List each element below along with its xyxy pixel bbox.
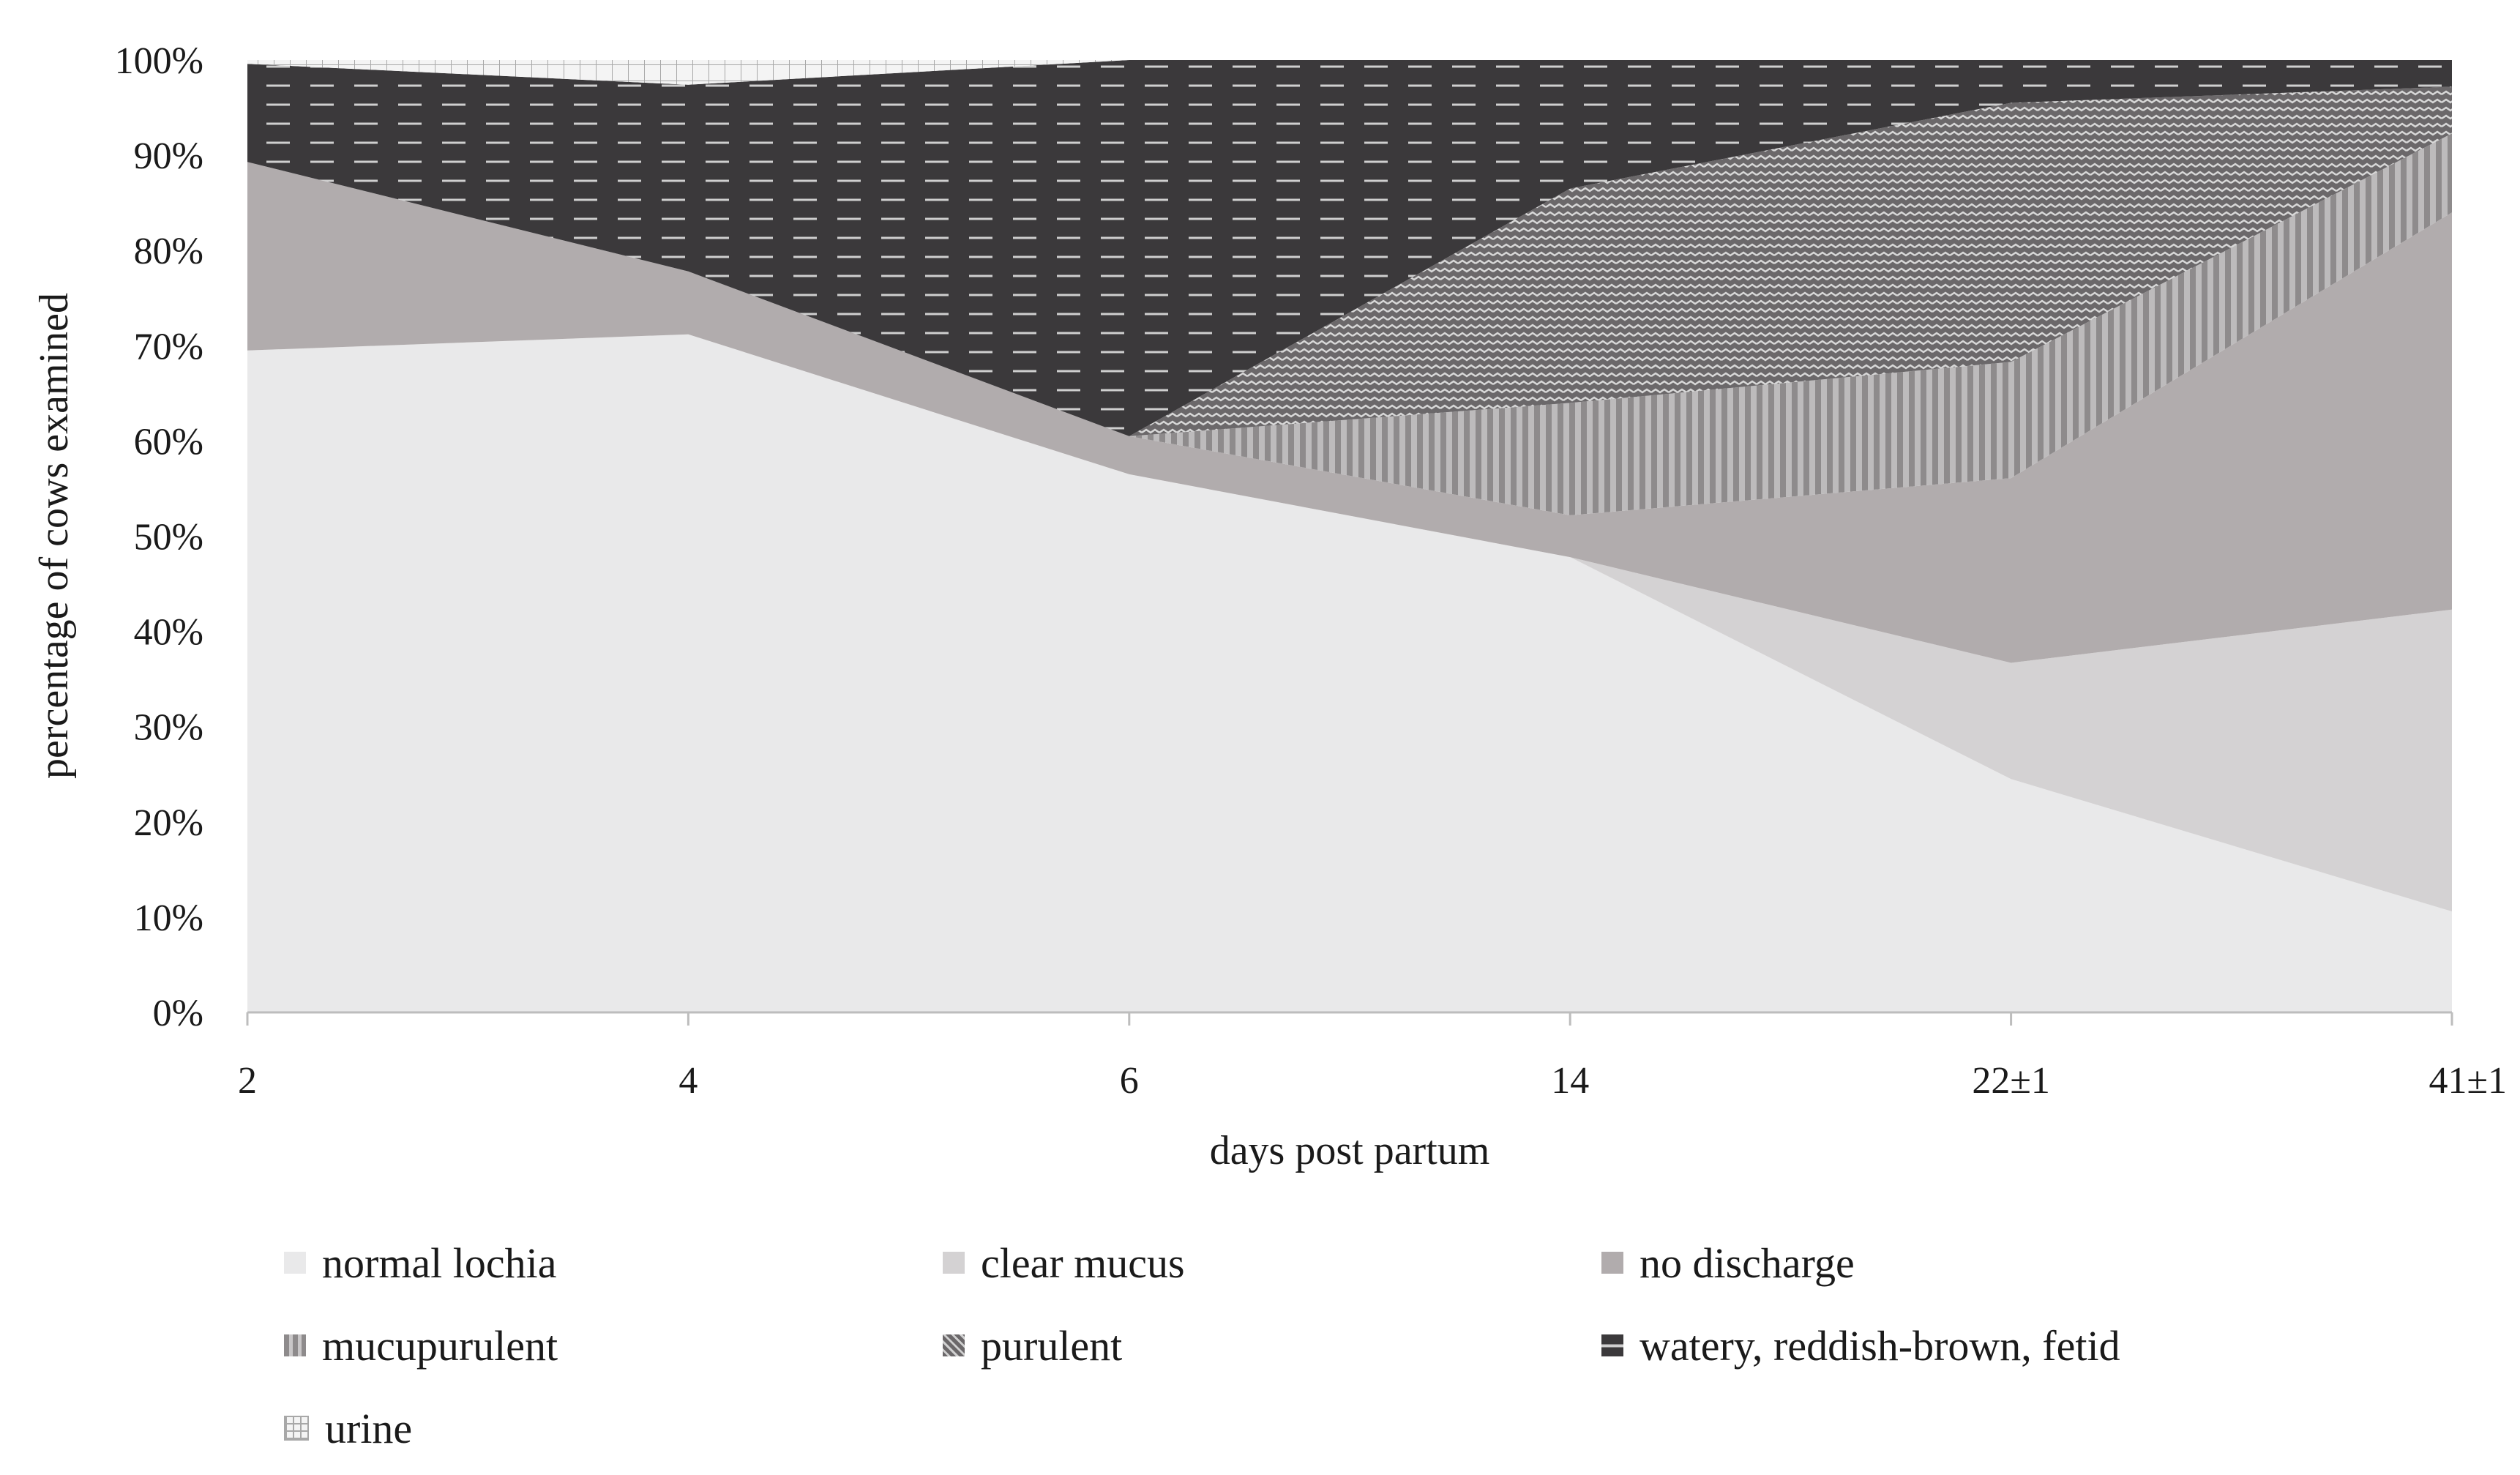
legend-item-normal-lochia: normal lochia	[284, 1237, 557, 1288]
x-tick-labels: 2 4 6 14 22±1 41±1	[238, 1012, 2507, 1102]
y-tick-label: 50%	[134, 517, 203, 559]
legend-label: mucupurulent	[322, 1321, 558, 1370]
legend-item-no-discharge: no discharge	[1601, 1237, 1855, 1288]
area-watery-reddish-brown-fetid	[247, 60, 2452, 436]
y-tick-label: 60%	[134, 421, 203, 463]
y-tick-label: 30%	[134, 707, 203, 749]
y-tick-label: 20%	[134, 802, 203, 844]
x-tick-label: 22±1	[1972, 1060, 2050, 1102]
legend-item-purulent: purulent	[943, 1320, 1122, 1371]
legend-item-mucupurulent: mucupurulent	[284, 1320, 558, 1371]
legend-label: purulent	[981, 1321, 1123, 1370]
x-tick-label: 41±1	[2429, 1060, 2507, 1102]
area-urine	[247, 60, 2452, 85]
legend-label: urine	[325, 1404, 413, 1452]
legend-item-clear-mucus: clear mucus	[943, 1237, 1185, 1288]
area-no-discharge	[247, 162, 2452, 663]
legend-swatch	[943, 1334, 965, 1356]
legend-item-watery-reddish-brown-fetid: watery, reddish-brown, fetid	[1601, 1320, 2120, 1371]
x-tick-label: 4	[678, 1060, 698, 1102]
legend-label: no discharge	[1640, 1239, 1855, 1287]
x-tick-label: 2	[238, 1060, 257, 1102]
y-tick-label: 70%	[134, 326, 203, 367]
area-series-group	[247, 60, 2452, 1012]
x-tick-label: 14	[1551, 1060, 1589, 1102]
legend-swatch	[284, 1334, 306, 1356]
legend-item-urine: urine	[284, 1403, 412, 1454]
area-normal-lochia	[247, 334, 2452, 1012]
legend-swatch	[1601, 1252, 1623, 1274]
y-tick-label: 0%	[153, 993, 203, 1034]
legend-swatch	[943, 1252, 965, 1274]
legend-label: watery, reddish-brown, fetid	[1640, 1321, 2120, 1370]
legend-label: normal lochia	[322, 1239, 557, 1287]
y-tick-label: 80%	[134, 231, 203, 272]
legend-swatch	[284, 1416, 309, 1441]
legend-label: clear mucus	[981, 1239, 1185, 1287]
x-axis-title: days post partum	[1210, 1128, 1490, 1173]
y-tick-label: 100%	[115, 40, 203, 82]
legend-swatch	[1601, 1334, 1623, 1356]
area-purulent	[247, 86, 2452, 436]
y-tick-labels: 0% 10% 20% 30% 40% 50% 60% 70% 80% 90% 100%	[115, 40, 203, 1034]
legend-swatch	[284, 1252, 306, 1274]
y-tick-label: 10%	[134, 897, 203, 939]
x-tick-label: 6	[1120, 1060, 1139, 1102]
y-tick-label: 90%	[134, 135, 203, 177]
y-tick-label: 40%	[134, 612, 203, 654]
area-mucupurulent	[247, 133, 2452, 515]
y-axis-title: percentage of cows examined	[31, 293, 77, 779]
